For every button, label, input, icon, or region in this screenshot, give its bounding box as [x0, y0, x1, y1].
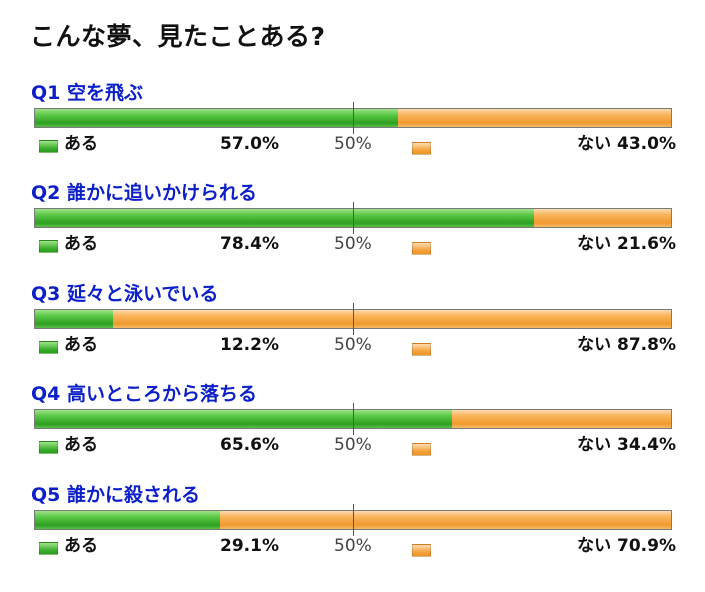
percent-no: ない 43.0% — [577, 134, 676, 154]
bar-segment-no — [452, 410, 671, 428]
midpoint-line — [353, 504, 354, 536]
legend-label-yes: ある — [64, 536, 98, 556]
legend-row: ある 78.4% 50% ない 21.6% — [0, 233, 705, 255]
chart-title: こんな夢、見たことある? — [30, 22, 326, 51]
percent-yes: 78.4% — [220, 234, 279, 254]
legend-swatch-no — [412, 443, 431, 456]
midpoint-line — [353, 303, 354, 335]
legend-label-yes: ある — [64, 234, 98, 254]
question-title: Q4 高いところから落ちる — [31, 383, 257, 405]
legend-swatch-yes — [39, 240, 58, 253]
question-title: Q5 誰かに殺される — [31, 484, 200, 506]
percent-no: ない 87.8% — [577, 335, 676, 355]
percent-no: ない 70.9% — [577, 536, 676, 556]
midpoint-label: 50% — [334, 435, 372, 455]
question-block-2: Q2 誰かに追いかけられるある 78.4% 50% ない 21.6% — [0, 180, 705, 280]
bar-segment-no — [113, 310, 671, 328]
legend-swatch-yes — [39, 140, 58, 153]
midpoint-line — [353, 403, 354, 435]
percent-yes: 12.2% — [220, 335, 279, 355]
bar-segment-yes — [35, 511, 220, 529]
midpoint-line — [353, 202, 354, 234]
bar-segment-yes — [35, 310, 113, 328]
bar-segment-yes — [35, 410, 452, 428]
bar-segment-no — [534, 209, 671, 227]
question-title: Q1 空を飛ぶ — [31, 82, 143, 104]
legend-row: ある 29.1% 50% ない 70.9% — [0, 535, 705, 557]
midpoint-label: 50% — [334, 536, 372, 556]
midpoint-line — [353, 102, 354, 134]
question-block-5: Q5 誰かに殺されるある 29.1% 50% ない 70.9% — [0, 482, 705, 582]
percent-yes: 65.6% — [220, 435, 279, 455]
legend-swatch-yes — [39, 441, 58, 454]
legend-row: ある 57.0% 50% ない 43.0% — [0, 133, 705, 155]
legend-swatch-no — [412, 544, 431, 557]
legend-swatch-no — [412, 242, 431, 255]
midpoint-label: 50% — [334, 335, 372, 355]
percent-yes: 57.0% — [220, 134, 279, 154]
percent-no: ない 21.6% — [577, 234, 676, 254]
midpoint-label: 50% — [334, 134, 372, 154]
legend-row: ある 65.6% 50% ない 34.4% — [0, 434, 705, 456]
bar-segment-yes — [35, 209, 534, 227]
bar-segment-no — [398, 109, 671, 127]
question-title: Q2 誰かに追いかけられる — [31, 182, 257, 204]
question-block-1: Q1 空を飛ぶある 57.0% 50% ない 43.0% — [0, 80, 705, 180]
legend-swatch-yes — [39, 341, 58, 354]
percent-yes: 29.1% — [220, 536, 279, 556]
legend-label-yes: ある — [64, 134, 98, 154]
legend-row: ある 12.2% 50% ない 87.8% — [0, 334, 705, 356]
question-block-3: Q3 延々と泳いでいるある 12.2% 50% ない 87.8% — [0, 281, 705, 381]
bar-segment-yes — [35, 109, 398, 127]
question-title: Q3 延々と泳いでいる — [31, 283, 219, 305]
legend-swatch-yes — [39, 542, 58, 555]
bar-segment-no — [220, 511, 671, 529]
legend-swatch-no — [412, 142, 431, 155]
legend-label-yes: ある — [64, 435, 98, 455]
legend-label-yes: ある — [64, 335, 98, 355]
percent-no: ない 34.4% — [577, 435, 676, 455]
midpoint-label: 50% — [334, 234, 372, 254]
question-block-4: Q4 高いところから落ちるある 65.6% 50% ない 34.4% — [0, 381, 705, 481]
legend-swatch-no — [412, 343, 431, 356]
